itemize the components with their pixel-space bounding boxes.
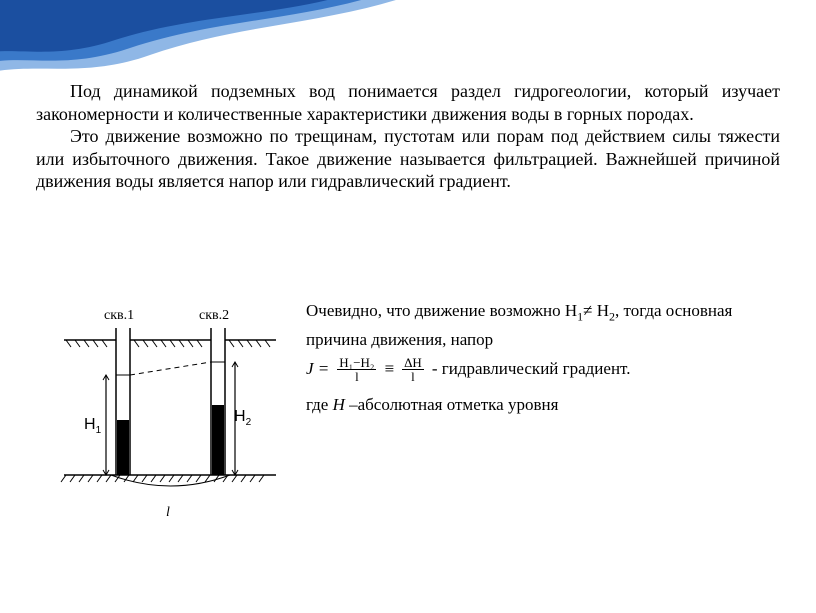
h2-label: H2 [234, 408, 251, 428]
wells-diagram: скв.1 скв.2 H1 H2 l [36, 300, 296, 530]
l-label: l [166, 505, 170, 521]
well-1-label: скв.1 [104, 308, 134, 324]
paragraph-2: Это движение возможно по трещинам, пусто… [36, 125, 780, 193]
explain-where: где H –абсолютная отметка уровня [306, 394, 780, 417]
explain-line-1: Очевидно, что движение возможно H1≠ H2, … [306, 300, 780, 325]
explanation-text: Очевидно, что движение возможно H1≠ H2, … [296, 300, 780, 530]
formula-row: J = H₁−H₂ l ≡ ΔH l - гидравлический град… [306, 356, 780, 384]
main-text: Под динамикой подземных вод понимается р… [36, 80, 780, 193]
explain-line-2: причина движения, напор [306, 329, 780, 352]
paragraph-1: Под динамикой подземных вод понимается р… [36, 80, 780, 125]
well-2-label: скв.2 [199, 308, 229, 324]
h1-label: H1 [84, 416, 101, 436]
